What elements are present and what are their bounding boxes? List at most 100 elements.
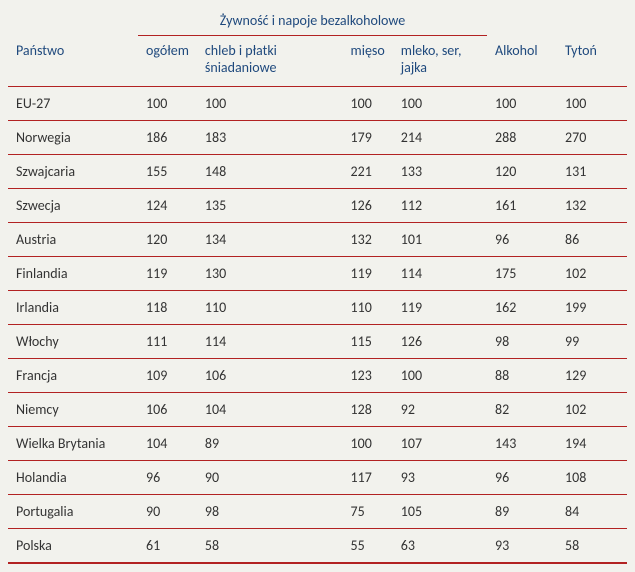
column-header-country: Państwo [8, 36, 138, 87]
table-row: Szwecja124135126112161132 [8, 189, 627, 223]
cell-milk: 119 [393, 291, 487, 325]
cell-total: 90 [138, 495, 197, 529]
cell-tobacco: 84 [557, 495, 627, 529]
cell-alcohol: 82 [487, 393, 557, 427]
cell-bread: 58 [197, 529, 343, 564]
cell-country: Portugalia [8, 495, 138, 529]
column-header-milk: mleko, ser, jajka [393, 36, 487, 87]
cell-bread: 89 [197, 427, 343, 461]
table-row: Portugalia9098751058984 [8, 495, 627, 529]
cell-country: Szwajcaria [8, 155, 138, 189]
cell-country: Wielka Brytania [8, 427, 138, 461]
cell-bread: 130 [197, 257, 343, 291]
cell-milk: 107 [393, 427, 487, 461]
cell-alcohol: 288 [487, 121, 557, 155]
table-row: Polska615855639358 [8, 529, 627, 564]
cell-milk: 114 [393, 257, 487, 291]
table-row: Francja10910612310088129 [8, 359, 627, 393]
cell-country: Holandia [8, 461, 138, 495]
table-row: Szwajcaria155148221133120131 [8, 155, 627, 189]
column-header-alcohol: Alkohol [487, 36, 557, 87]
column-header-total: ogółem [138, 36, 197, 87]
cell-meat: 179 [343, 121, 393, 155]
cell-milk: 93 [393, 461, 487, 495]
cell-tobacco: 270 [557, 121, 627, 155]
cell-alcohol: 93 [487, 529, 557, 564]
cell-total: 124 [138, 189, 197, 223]
cell-tobacco: 131 [557, 155, 627, 189]
cell-bread: 106 [197, 359, 343, 393]
cell-milk: 100 [393, 87, 487, 121]
cell-country: Włochy [8, 325, 138, 359]
cell-country: Polska [8, 529, 138, 564]
price-index-table: Żywność i napoje bezalkoholowe Państwo o… [8, 8, 627, 564]
cell-total: 61 [138, 529, 197, 564]
table-row: EU-27100100100100100100 [8, 87, 627, 121]
cell-country: Francja [8, 359, 138, 393]
cell-total: 109 [138, 359, 197, 393]
column-header-tobacco: Tytoń [557, 36, 627, 87]
table-row: Włochy1111141151269899 [8, 325, 627, 359]
cell-total: 119 [138, 257, 197, 291]
cell-alcohol: 162 [487, 291, 557, 325]
cell-alcohol: 143 [487, 427, 557, 461]
cell-total: 155 [138, 155, 197, 189]
cell-alcohol: 98 [487, 325, 557, 359]
cell-total: 111 [138, 325, 197, 359]
cell-total: 118 [138, 291, 197, 325]
column-header-bread: chleb i płatki śniadaniowe [197, 36, 343, 87]
cell-tobacco: 194 [557, 427, 627, 461]
cell-total: 120 [138, 223, 197, 257]
cell-country: Niemcy [8, 393, 138, 427]
cell-alcohol: 120 [487, 155, 557, 189]
cell-tobacco: 108 [557, 461, 627, 495]
cell-bread: 104 [197, 393, 343, 427]
cell-country: EU-27 [8, 87, 138, 121]
cell-meat: 117 [343, 461, 393, 495]
cell-meat: 126 [343, 189, 393, 223]
cell-alcohol: 89 [487, 495, 557, 529]
cell-milk: 105 [393, 495, 487, 529]
cell-bread: 148 [197, 155, 343, 189]
cell-meat: 115 [343, 325, 393, 359]
cell-tobacco: 100 [557, 87, 627, 121]
cell-country: Austria [8, 223, 138, 257]
cell-meat: 100 [343, 427, 393, 461]
cell-alcohol: 96 [487, 223, 557, 257]
cell-bread: 134 [197, 223, 343, 257]
column-header-meat: mięso [343, 36, 393, 87]
cell-total: 100 [138, 87, 197, 121]
cell-meat: 100 [343, 87, 393, 121]
table-row: Austria1201341321019686 [8, 223, 627, 257]
cell-country: Finlandia [8, 257, 138, 291]
cell-total: 106 [138, 393, 197, 427]
cell-bread: 98 [197, 495, 343, 529]
table-row: Irlandia118110110119162199 [8, 291, 627, 325]
cell-tobacco: 86 [557, 223, 627, 257]
table-row: Holandia96901179396108 [8, 461, 627, 495]
cell-milk: 214 [393, 121, 487, 155]
cell-milk: 101 [393, 223, 487, 257]
column-group-food: Żywność i napoje bezalkoholowe [138, 8, 487, 36]
cell-milk: 112 [393, 189, 487, 223]
cell-alcohol: 88 [487, 359, 557, 393]
cell-meat: 75 [343, 495, 393, 529]
cell-meat: 132 [343, 223, 393, 257]
cell-milk: 133 [393, 155, 487, 189]
cell-total: 186 [138, 121, 197, 155]
cell-alcohol: 96 [487, 461, 557, 495]
cell-country: Szwecja [8, 189, 138, 223]
cell-alcohol: 100 [487, 87, 557, 121]
cell-bread: 114 [197, 325, 343, 359]
cell-milk: 100 [393, 359, 487, 393]
table-row: Wielka Brytania10489100107143194 [8, 427, 627, 461]
cell-bread: 90 [197, 461, 343, 495]
cell-meat: 55 [343, 529, 393, 564]
cell-meat: 110 [343, 291, 393, 325]
cell-country: Norwegia [8, 121, 138, 155]
cell-tobacco: 58 [557, 529, 627, 564]
cell-bread: 110 [197, 291, 343, 325]
cell-bread: 135 [197, 189, 343, 223]
cell-milk: 63 [393, 529, 487, 564]
cell-meat: 221 [343, 155, 393, 189]
